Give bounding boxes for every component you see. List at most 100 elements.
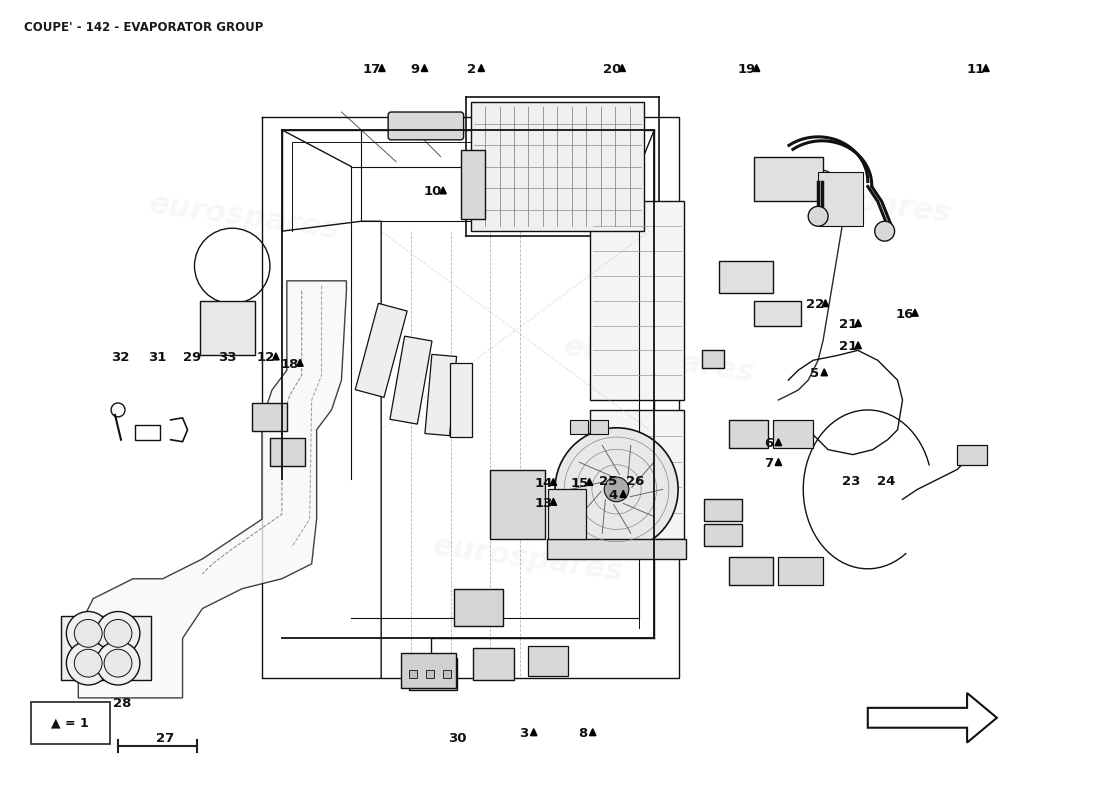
Polygon shape — [868, 693, 997, 742]
Text: 30: 30 — [448, 732, 466, 745]
Polygon shape — [450, 362, 472, 438]
Circle shape — [66, 642, 110, 685]
Bar — [590, 420, 607, 434]
Bar — [409, 658, 456, 690]
Polygon shape — [550, 478, 557, 486]
Bar — [461, 150, 485, 219]
Text: 25: 25 — [598, 474, 617, 487]
Bar — [200, 301, 255, 355]
Polygon shape — [273, 353, 279, 360]
Bar — [442, 670, 451, 678]
Text: 13: 13 — [535, 497, 552, 510]
Polygon shape — [776, 458, 782, 466]
Text: 4: 4 — [608, 489, 618, 502]
Text: 24: 24 — [878, 474, 895, 487]
Polygon shape — [619, 65, 626, 71]
Polygon shape — [586, 478, 593, 486]
Text: ▲ = 1: ▲ = 1 — [52, 716, 89, 730]
Bar — [702, 350, 724, 368]
Bar — [402, 654, 455, 688]
Bar — [135, 425, 160, 440]
Circle shape — [808, 206, 828, 226]
Circle shape — [104, 619, 132, 647]
Bar — [590, 202, 684, 400]
Bar — [728, 420, 769, 448]
Polygon shape — [297, 359, 304, 366]
Polygon shape — [912, 310, 918, 316]
Text: 18: 18 — [280, 358, 299, 370]
Text: 12: 12 — [257, 351, 275, 364]
Bar — [491, 470, 544, 539]
Text: 32: 32 — [111, 351, 130, 364]
Text: 28: 28 — [112, 697, 131, 710]
Bar — [818, 171, 862, 226]
Text: COUPE' - 142 - EVAPORATOR GROUP: COUPE' - 142 - EVAPORATOR GROUP — [24, 21, 263, 34]
Bar — [590, 410, 684, 539]
Bar — [957, 445, 987, 465]
Polygon shape — [425, 354, 456, 436]
Circle shape — [874, 222, 894, 241]
Text: 23: 23 — [843, 474, 860, 487]
Bar — [473, 648, 515, 680]
Text: eurospares: eurospares — [146, 190, 342, 245]
Text: 2: 2 — [466, 63, 476, 76]
Bar — [704, 499, 741, 521]
Bar — [252, 403, 287, 430]
Circle shape — [75, 650, 102, 677]
Bar — [547, 539, 686, 559]
Polygon shape — [478, 65, 484, 71]
Text: 17: 17 — [363, 63, 381, 76]
Text: 11: 11 — [967, 63, 986, 76]
Circle shape — [96, 642, 140, 685]
Bar — [704, 524, 741, 546]
Bar — [548, 490, 585, 539]
Polygon shape — [620, 490, 627, 498]
Bar — [528, 646, 568, 676]
Circle shape — [604, 477, 629, 502]
Bar — [754, 157, 823, 202]
Text: 9: 9 — [410, 63, 419, 76]
Polygon shape — [62, 617, 151, 680]
Text: 22: 22 — [806, 298, 825, 311]
Circle shape — [96, 611, 140, 655]
Text: eurospares: eurospares — [758, 174, 954, 229]
Bar — [471, 102, 645, 231]
Polygon shape — [550, 498, 557, 506]
Text: eurospares: eurospares — [562, 333, 757, 388]
Polygon shape — [982, 65, 989, 71]
Text: 7: 7 — [763, 457, 773, 470]
Text: 33: 33 — [219, 351, 236, 364]
Text: 16: 16 — [895, 308, 914, 321]
Polygon shape — [821, 369, 827, 376]
Bar — [270, 438, 305, 466]
Circle shape — [75, 619, 102, 647]
Bar — [779, 557, 823, 585]
Polygon shape — [440, 187, 447, 194]
Polygon shape — [355, 303, 407, 398]
Text: 14: 14 — [535, 477, 552, 490]
Circle shape — [556, 428, 678, 551]
Polygon shape — [78, 281, 346, 698]
Bar — [426, 670, 433, 678]
Bar — [453, 589, 504, 626]
Polygon shape — [378, 65, 385, 71]
Polygon shape — [855, 319, 861, 326]
Text: 3: 3 — [519, 727, 528, 740]
Text: 21: 21 — [839, 340, 857, 354]
Text: 5: 5 — [810, 367, 818, 380]
FancyBboxPatch shape — [31, 702, 110, 743]
Bar — [570, 420, 587, 434]
Polygon shape — [822, 300, 828, 306]
Text: 20: 20 — [603, 63, 622, 76]
Bar — [728, 557, 773, 585]
Polygon shape — [590, 729, 596, 736]
Polygon shape — [754, 65, 760, 71]
Text: 6: 6 — [763, 437, 773, 450]
Text: 15: 15 — [571, 477, 588, 490]
Polygon shape — [390, 336, 432, 424]
Text: eurospares: eurospares — [431, 531, 626, 586]
Polygon shape — [530, 729, 537, 736]
Polygon shape — [776, 438, 782, 446]
Bar — [409, 670, 417, 678]
Text: 29: 29 — [183, 351, 201, 364]
